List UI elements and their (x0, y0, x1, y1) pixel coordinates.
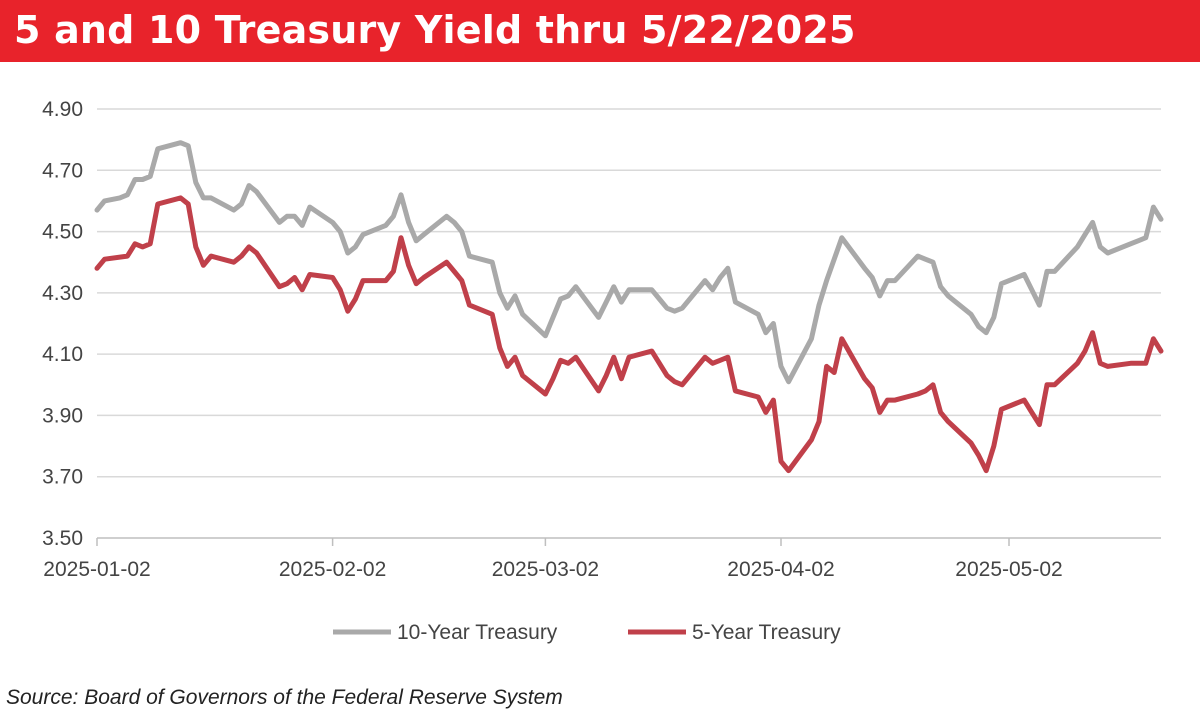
x-tick-label: 2025-01-02 (43, 558, 150, 581)
y-tick-label: 4.30 (42, 282, 83, 305)
axes: 4.90 4.70 4.50 4.30 4.10 3.90 3.70 3.50 2025-01-… (42, 98, 1161, 581)
chart-title: 5 and 10 Treasury Yield thru 5/22/2025 (14, 8, 856, 52)
legend-label-10-year-treasury: 10-Year Treasury (397, 621, 558, 644)
title-bar: 5 and 10 Treasury Yield thru 5/22/2025 (0, 0, 1200, 62)
gridlines (97, 108, 1161, 478)
series-line-5-year-treasury (94, 195, 1164, 474)
y-tick-label: 3.90 (42, 404, 83, 427)
series-line-10-year-treasury (94, 140, 1164, 385)
x-tick-label: 2025-05-02 (955, 558, 1062, 581)
series-lines (94, 140, 1164, 474)
legend-label-5-year-treasury: 5-Year Treasury (692, 621, 841, 644)
legend: 10-Year Treasury 5-Year Treasury (333, 621, 841, 644)
y-tick-label: 4.90 (42, 98, 83, 121)
y-tick-label: 3.70 (42, 466, 83, 489)
x-tick-label: 2025-04-02 (727, 558, 834, 581)
y-tick-label: 4.50 (42, 221, 83, 244)
line-chart: 4.90 4.70 4.50 4.30 4.10 3.90 3.70 3.50 2025-01-… (42, 98, 1164, 644)
y-tick-label: 4.10 (42, 343, 83, 366)
y-tick-label: 3.50 (42, 527, 83, 550)
source-note: Source: Board of Governors of the Federa… (6, 686, 563, 709)
x-tick-label: 2025-03-02 (492, 558, 599, 581)
y-tick-label: 4.70 (42, 159, 83, 182)
x-tick-label: 2025-02-02 (279, 558, 386, 581)
